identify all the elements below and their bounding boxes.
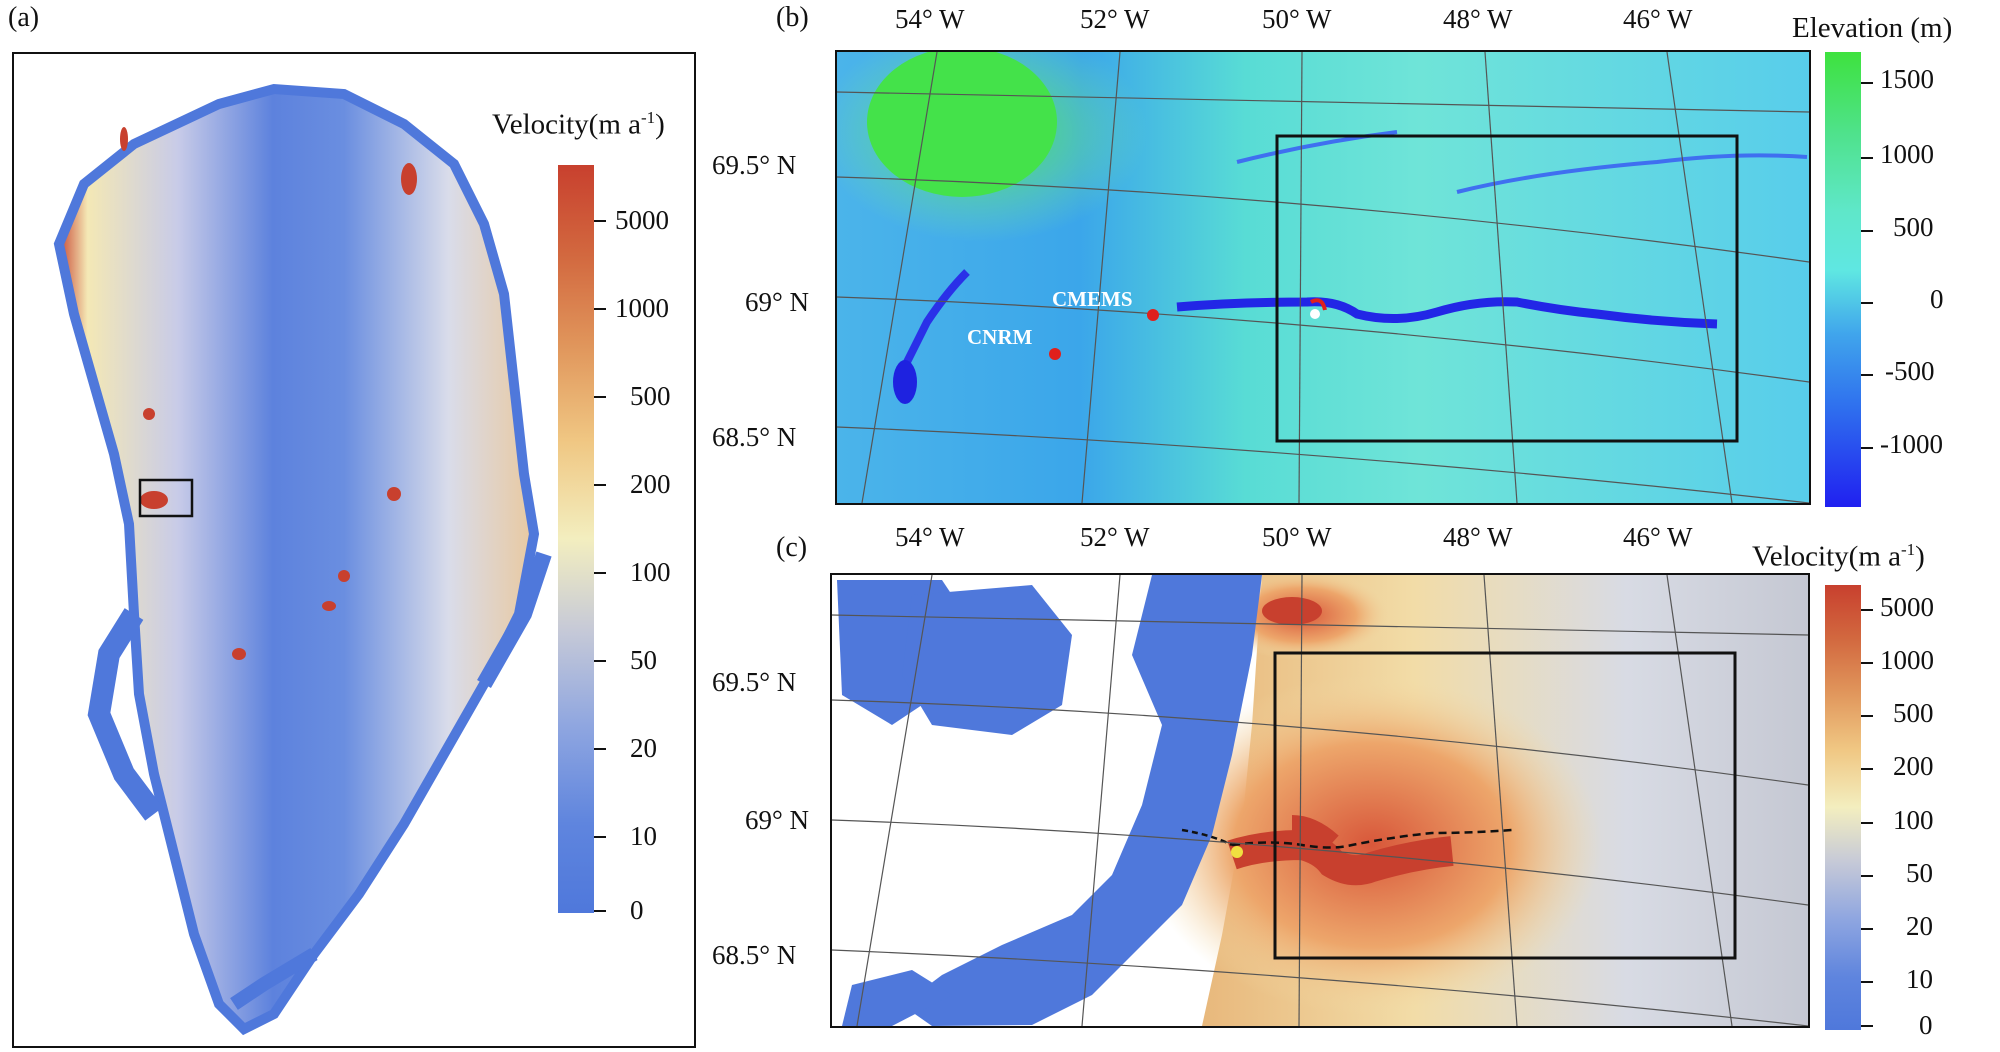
panel-b-colorbar (1825, 52, 1861, 507)
station-marker-cmems (1147, 309, 1159, 321)
panel-b-colorbar-title: Elevation (m) (1792, 12, 1953, 44)
panel-c-label: (c) (776, 532, 808, 563)
panel-b-label: (b) (776, 2, 809, 33)
panel-c-study-box (1273, 651, 1737, 960)
panel-c-cb-tick: 10 (1906, 964, 1933, 994)
fast-flow-zone (1142, 675, 1602, 1015)
panel-a-cb-tick: 100 (630, 557, 671, 587)
panel-c-colorbar-title: Velocity(m a-1) (1752, 540, 1925, 573)
panel-c-cb-tick: 20 (1906, 911, 1933, 941)
panel-b-lon-label: 52° W (1080, 4, 1150, 34)
panel-b-cb-tick: 500 (1893, 212, 1934, 242)
panel-c-cb-tick: 500 (1893, 698, 1934, 728)
panel-b-lat-label: 69.5° N (712, 150, 797, 180)
elevation-map: CMEMS CNRM (837, 52, 1809, 503)
panel-c-lat-label: 69.5° N (712, 667, 797, 697)
flowline-point (1231, 846, 1243, 858)
panel-a-cb-tick: 0 (630, 895, 644, 925)
panel-a-cb-tick: 200 (630, 469, 671, 499)
panel-c-graticule (832, 575, 1808, 1026)
panel-a-cb-tick: 10 (630, 821, 657, 851)
panel-b-lat-label: 68.5° N (712, 422, 797, 452)
panel-a-cb-tick: 5000 (615, 205, 669, 235)
panel-c-lat-label: 68.5° N (712, 940, 797, 970)
panel-c-lon-label: 52° W (1080, 522, 1150, 552)
panel-b-lon-label: 48° W (1443, 4, 1513, 34)
panel-a-map-frame (12, 52, 696, 1048)
panel-a-cb-tick: 50 (630, 645, 657, 675)
study-area-box (138, 478, 194, 518)
panel-c-cb-tick: 0 (1919, 1010, 1933, 1040)
greenland-landmass (53, 83, 540, 1036)
glacier-flowline (1231, 828, 1513, 849)
panel-a-colorbar-ticks (594, 165, 610, 913)
panel-b-cb-tick: -500 (1885, 356, 1935, 386)
panel-c-cb-tick: 1000 (1880, 645, 1934, 675)
panel-a-cb-tick: 20 (630, 733, 657, 763)
panel-b-cb-tick: 0 (1930, 284, 1944, 314)
panel-b-map-frame: CMEMS CNRM (835, 50, 1811, 505)
panel-c-colorbar-ticks (1861, 585, 1877, 1030)
panel-c-cb-tick: 200 (1893, 751, 1934, 781)
panel-c-cb-tick: 100 (1893, 805, 1934, 835)
panel-b-lon-label: 46° W (1623, 4, 1693, 34)
panel-c-lat-label: 69° N (745, 805, 810, 835)
panel-a-colorbar (558, 165, 594, 913)
fjord-channel (1176, 297, 1718, 329)
panel-b-colorbar-ticks (1861, 52, 1877, 507)
panel-c-lon-label: 54° W (895, 522, 965, 552)
panel-a-cb-tick: 500 (630, 381, 671, 411)
panel-b-lon-label: 54° W (895, 4, 965, 34)
fast-outlet-glaciers (120, 127, 417, 660)
panel-c-cb-tick: 50 (1906, 858, 1933, 888)
panel-b-cb-tick: 1000 (1880, 139, 1934, 169)
panel-c-cb-tick: 5000 (1880, 592, 1934, 622)
panel-c-colorbar (1825, 585, 1861, 1030)
panel-b-cb-tick: -1000 (1880, 429, 1943, 459)
panel-c-lon-label: 50° W (1262, 522, 1332, 552)
station-label-cmems: CMEMS (1052, 287, 1133, 311)
land-areas (837, 575, 1262, 1026)
station-marker-cnrm (1049, 348, 1061, 360)
panel-c-lon-label: 46° W (1623, 522, 1693, 552)
panel-b-lat-label: 69° N (745, 287, 810, 317)
panel-c-map-frame (830, 573, 1810, 1028)
panel-b-lon-label: 50° W (1262, 4, 1332, 34)
panel-b-study-box (1275, 134, 1739, 443)
station-label-cnrm: CNRM (967, 325, 1032, 349)
panel-a-cb-tick: 1000 (615, 293, 669, 323)
greenland-velocity-map (53, 83, 552, 1036)
panel-b-cb-tick: 1500 (1880, 64, 1934, 94)
panel-a-colorbar-title: Velocity(m a-1) (492, 108, 665, 141)
panel-a-label: (a) (8, 2, 40, 33)
velocity-map (832, 575, 1808, 1026)
panel-c-lon-label: 48° W (1443, 522, 1513, 552)
panel-b-graticule (837, 52, 1809, 503)
